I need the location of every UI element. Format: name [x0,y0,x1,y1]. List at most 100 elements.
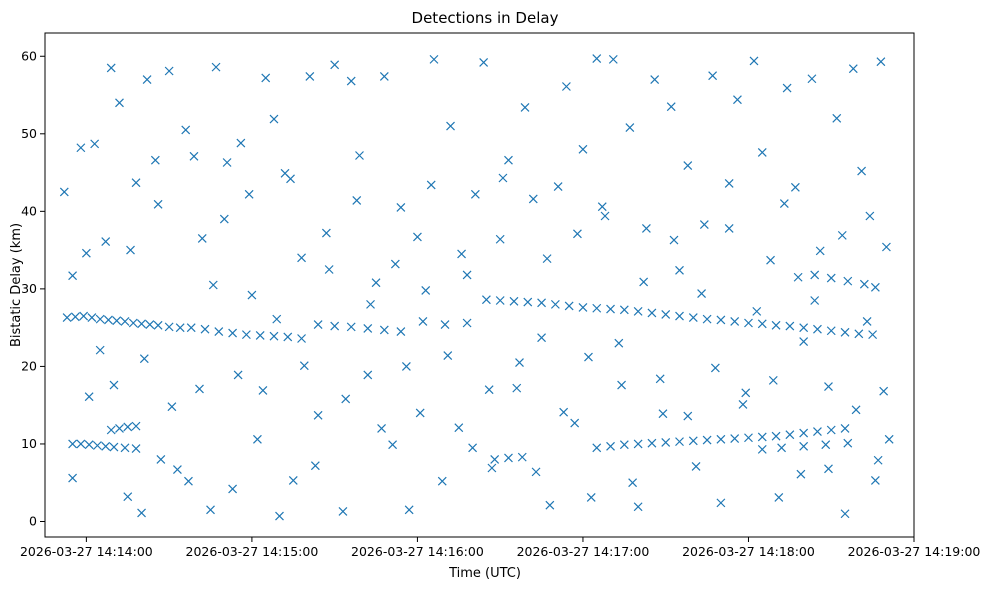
scatter-point [338,506,348,516]
scatter-point [699,220,709,229]
scatter-point [851,405,861,415]
scatter-point [197,234,207,243]
scatter-point [208,280,218,290]
scatter-point [413,232,422,242]
scatter-point [195,384,204,394]
scatter-point [167,402,177,412]
scatter-point [779,199,789,209]
scatter-point [109,442,119,452]
scatter-point [189,151,199,161]
scatter-point [421,286,431,295]
scatter-point [313,320,323,329]
axis-ticks: 2026-03-27 14:14:00 2026-03-27 14:15:00 20… [20,48,980,559]
scatter-point [592,443,602,453]
scatter-point [716,315,726,325]
scatter-point [258,386,268,395]
scatter-point [561,82,571,91]
scatter-point [777,443,787,453]
scatter-point [244,189,254,199]
scatter-point [531,467,541,477]
scatter-point [115,424,124,433]
scatter-point [647,438,657,448]
scatter-point [793,272,803,282]
scatter-point [848,64,858,74]
y-tick-label: 30 [21,281,37,296]
scatter-point [481,295,491,305]
scatter-point [840,327,850,337]
scatter-point [868,330,878,340]
scatter-point [363,323,373,333]
scatter-point [341,394,351,404]
scatter-point [236,138,246,148]
scatter-point [766,255,775,265]
scatter-point [716,498,726,508]
scatter-point [164,66,174,76]
scatter-point [92,441,102,450]
scatter-point [76,143,86,153]
scatter-point [813,324,822,334]
scatter-point [355,151,364,160]
scatter-point [757,147,767,157]
scatter-point [128,318,138,328]
scatter-point [462,270,472,280]
scatter-point [744,318,753,328]
scatter-point [550,299,560,309]
scatter-point [683,411,693,421]
scatter-point [495,296,505,305]
scatter-point [733,95,742,105]
scatter-point [297,253,306,263]
scatter-point [137,319,146,329]
scatter-point [156,455,166,464]
scatter-point [440,320,450,329]
scatter-point [76,439,86,449]
scatter-point [252,434,262,444]
x-tick-label: 2026-03-27 14:14:00 [20,544,153,559]
scatter-point [799,323,809,333]
scatter-point [131,178,141,188]
scatter-point [865,211,875,221]
scatter-point [633,502,643,512]
scatter-point [388,440,398,450]
y-tick-label: 0 [29,513,37,528]
scatter-point [495,234,505,244]
data-points [59,54,894,521]
scatter-point [123,422,133,432]
scatter-point [824,382,833,391]
scatter-point [870,475,880,485]
scatter-point [131,444,141,454]
scatter-point [68,271,78,281]
scatter-point [641,223,651,233]
scatter-point [415,408,425,418]
scatter-point [297,334,306,343]
scatter-point [683,161,693,171]
scatter-point [150,155,160,165]
x-tick-label: 2026-03-27 14:18:00 [682,544,815,559]
scatter-point [504,453,513,463]
y-axis-label: Bistatic Delay (km) [9,223,24,347]
scatter-point [553,182,563,191]
scatter-point [172,465,182,474]
scatter-point [559,407,569,417]
scatter-point [785,430,795,440]
scatter-point [517,452,527,462]
scatter-point [774,493,784,502]
scatter-point [810,296,820,305]
scatter-point [462,318,472,328]
scatter-point [504,155,513,165]
scatter-point [697,289,707,298]
scatter-point [870,282,880,292]
scatter-point [498,173,508,183]
scatter-point [564,301,574,311]
scatter-point [815,246,825,256]
scatter-point [139,354,149,364]
scatter-point [738,399,748,409]
scatter-point [619,440,629,450]
scatter-point [528,194,538,204]
scatter-point [647,308,657,318]
scatter-point [537,298,546,308]
scatter-point [757,319,767,329]
scatter-point [283,332,293,342]
scatter-point [691,462,701,471]
scatter-point [879,386,889,396]
scatter-point [688,313,698,322]
